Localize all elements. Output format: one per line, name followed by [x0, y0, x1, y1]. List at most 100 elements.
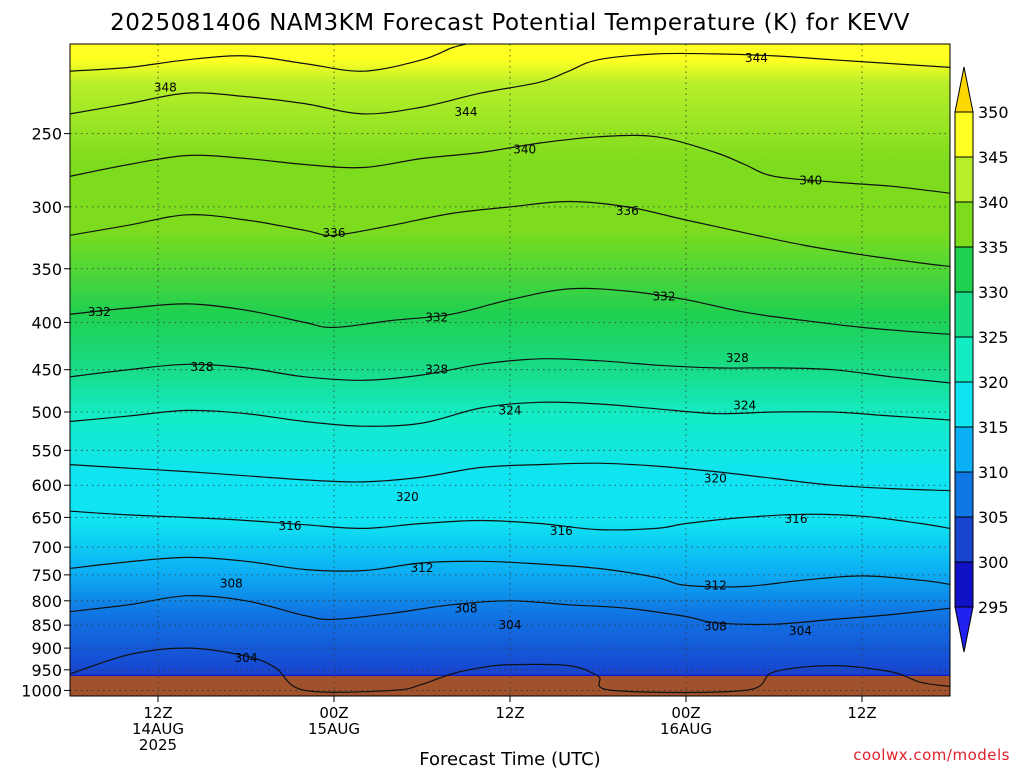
colorbar: 350 345 340 335 330 325 320 315 310 305 300 295	[954, 66, 1009, 653]
contour-label: 328	[425, 363, 448, 377]
colorbar-segment	[954, 381, 974, 428]
colorbar-label: 345	[978, 148, 1009, 167]
contour-312	[70, 556, 950, 588]
x-tick-label: 12Z	[847, 704, 876, 722]
contour-324	[70, 401, 950, 427]
y-tick-label: 500	[31, 403, 62, 422]
y-tick-label: 550	[31, 441, 62, 460]
contour-label: 336	[616, 204, 639, 218]
contour-label: 304	[789, 624, 812, 638]
x-tick-label: 00Z	[671, 704, 700, 722]
chart-title: 2025081406 NAM3KM Forecast Potential Tem…	[110, 10, 910, 36]
colorbar-label: 315	[978, 418, 1009, 437]
contour-label: 328	[726, 351, 749, 365]
colorbar-label: 300	[978, 553, 1009, 572]
contour-label: 304	[235, 651, 258, 665]
contour-label: 344	[745, 51, 768, 65]
colorbar-label: 350	[978, 103, 1009, 122]
contour-label: 316	[279, 519, 302, 533]
y-tick-label: 350	[31, 260, 62, 279]
y-tick-label: 400	[31, 313, 62, 332]
colorbar-segment	[954, 336, 974, 383]
colorbar-label: 325	[978, 328, 1009, 347]
contour-340	[70, 134, 950, 194]
y-tick-label: 850	[31, 616, 62, 635]
colorbar-segment	[954, 156, 974, 203]
plot-area: 348 344 344 340 340 336 336 332 332 332 328 328 328 3…	[69, 43, 951, 697]
contour-328	[70, 358, 950, 384]
contour-316	[70, 510, 950, 531]
y-tick-label: 600	[31, 476, 62, 495]
colorbar-label: 295	[978, 598, 1009, 617]
contour-label: 348	[154, 81, 177, 95]
y-axis: 250 300 350 400 450 500 550 600 650 700 750 800 850 9…	[21, 125, 70, 700]
x-tick-label: 2025	[139, 736, 177, 754]
x-tick-label: 00Z	[319, 704, 348, 722]
contour-label: 340	[799, 174, 822, 188]
colorbar-segment	[954, 111, 974, 158]
contour-label: 304	[499, 618, 522, 632]
contour-label: 332	[425, 310, 448, 324]
contour-label: 328	[191, 360, 214, 374]
contour-lines	[70, 44, 950, 694]
y-tick-label: 750	[31, 566, 62, 585]
contour-label: 332	[653, 289, 676, 303]
x-tick-label: 16AUG	[660, 720, 712, 738]
contour-label: 308	[455, 601, 478, 615]
credit-text: coolwx.com/models	[853, 746, 1010, 764]
contour-label: 320	[396, 490, 419, 504]
contour-label: 316	[550, 524, 573, 538]
x-tick-label: 12Z	[143, 704, 172, 722]
contour-label: 336	[323, 226, 346, 240]
colorbar-segment	[954, 291, 974, 338]
contour-label: 344	[455, 105, 478, 119]
contour-label: 340	[513, 142, 536, 156]
contour-label: 324	[499, 403, 522, 417]
colorbar-top-arrow	[954, 66, 974, 113]
colorbar-label: 340	[978, 193, 1009, 212]
x-axis-title: Forecast Time (UTC)	[419, 749, 600, 768]
contour-348	[70, 44, 467, 72]
contour-344	[70, 52, 950, 115]
y-tick-label: 900	[31, 639, 62, 658]
x-tick-label: 15AUG	[308, 720, 360, 738]
contour-label: 308	[704, 620, 727, 634]
colorbar-segment	[954, 246, 974, 293]
x-tick-label: 12Z	[495, 704, 524, 722]
contour-336	[70, 200, 950, 268]
contour-332	[70, 287, 950, 335]
colorbar-bottom-arrow	[954, 606, 974, 653]
colorbar-label: 305	[978, 508, 1009, 527]
contour-label: 324	[733, 399, 756, 413]
contour-308	[70, 595, 950, 626]
y-tick-label: 950	[31, 661, 62, 680]
contour-304	[70, 647, 950, 694]
y-tick-label: 450	[31, 361, 62, 380]
colorbar-label: 330	[978, 283, 1009, 302]
contour-320	[70, 462, 950, 492]
colorbar-segment	[954, 561, 974, 608]
y-tick-label: 300	[31, 198, 62, 217]
contour-label: 332	[88, 305, 111, 319]
colorbar-label: 310	[978, 463, 1009, 482]
contour-label: 312	[411, 561, 434, 575]
y-tick-label: 800	[31, 592, 62, 611]
contour-labels: 348 344 344 340 340 336 336 332 332 332 328 328 328 3…	[88, 51, 822, 665]
colorbar-segment	[954, 201, 974, 248]
colorbar-label: 335	[978, 238, 1009, 257]
x-tick-label: 14AUG	[132, 720, 184, 738]
y-tick-label: 700	[31, 538, 62, 557]
colorbar-segment	[954, 426, 974, 473]
contour-label: 308	[220, 576, 243, 590]
y-tick-label: 650	[31, 508, 62, 527]
colorbar-segment	[954, 516, 974, 563]
contour-label: 320	[704, 471, 727, 485]
y-tick-label: 1000	[21, 681, 62, 700]
contour-label: 312	[704, 578, 727, 592]
contour-label: 316	[785, 512, 808, 526]
y-tick-label: 250	[31, 125, 62, 144]
colorbar-label: 320	[978, 373, 1009, 392]
colorbar-segment	[954, 471, 974, 518]
